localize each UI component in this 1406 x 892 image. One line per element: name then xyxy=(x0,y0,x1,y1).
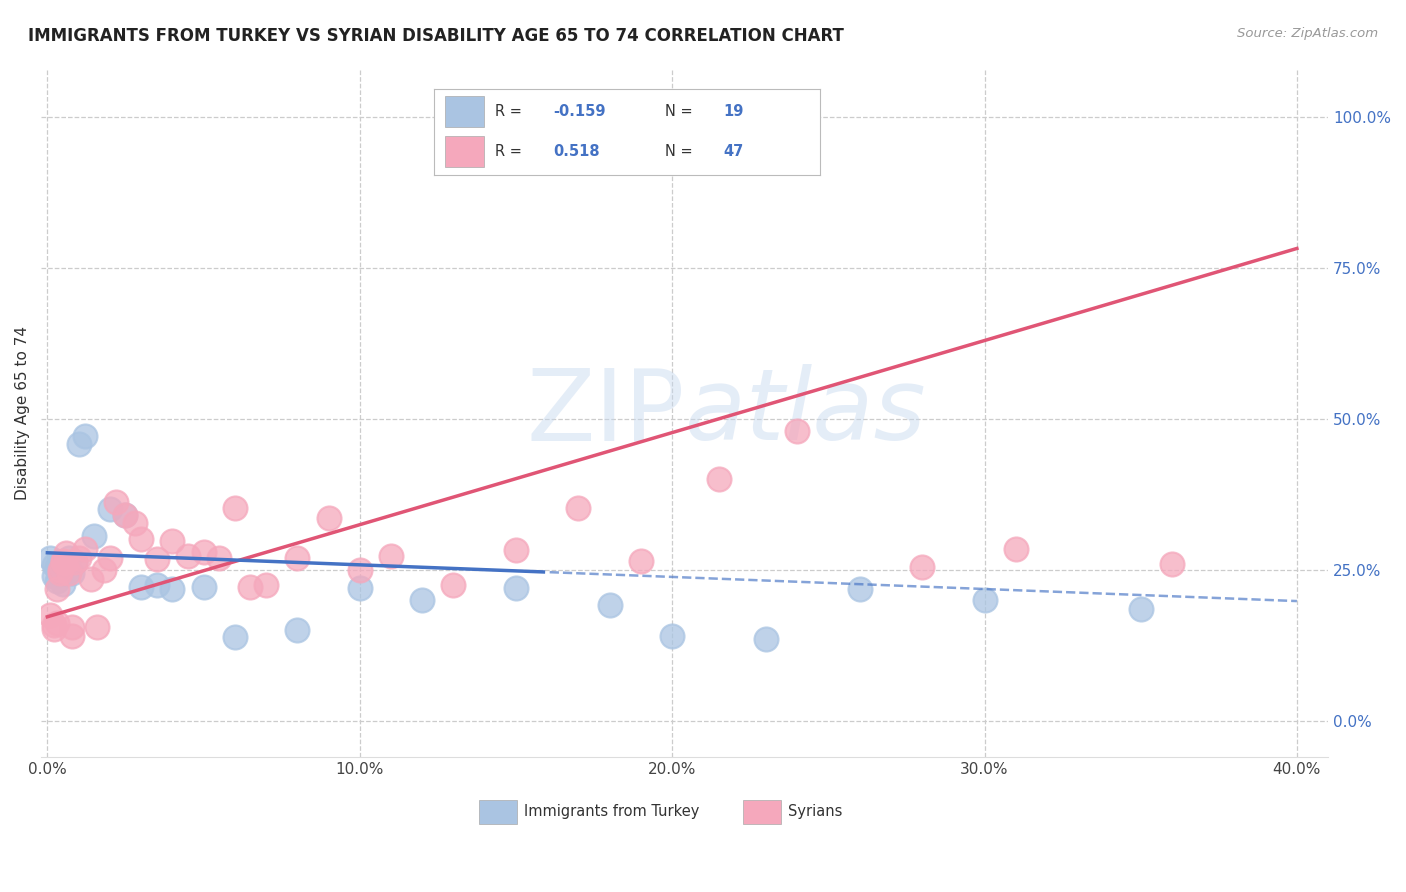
Point xyxy=(42,622,65,636)
Point xyxy=(42,568,65,582)
Point xyxy=(114,508,136,523)
Point xyxy=(786,424,808,438)
Point xyxy=(707,472,730,486)
Point xyxy=(193,580,215,594)
Point xyxy=(58,566,80,580)
Point xyxy=(145,551,167,566)
Point xyxy=(599,598,621,612)
Point xyxy=(86,620,108,634)
Point xyxy=(58,550,80,565)
Point xyxy=(239,580,262,594)
Point xyxy=(505,543,527,558)
Point xyxy=(80,572,103,586)
Point xyxy=(505,581,527,595)
Point xyxy=(349,563,371,577)
Point xyxy=(124,516,146,530)
Point xyxy=(58,564,80,578)
Point xyxy=(411,592,433,607)
Point xyxy=(60,629,83,643)
Point xyxy=(55,546,77,560)
Point xyxy=(67,550,90,565)
Point xyxy=(42,558,65,572)
Point xyxy=(49,564,72,578)
Point xyxy=(65,556,87,570)
Point xyxy=(1004,541,1026,556)
Point xyxy=(755,632,778,646)
Point xyxy=(177,549,200,564)
Point xyxy=(67,437,90,451)
Point xyxy=(911,559,934,574)
Text: IMMIGRANTS FROM TURKEY VS SYRIAN DISABILITY AGE 65 TO 74 CORRELATION CHART: IMMIGRANTS FROM TURKEY VS SYRIAN DISABIL… xyxy=(28,27,844,45)
Point xyxy=(224,630,246,644)
Point xyxy=(60,620,83,634)
Point xyxy=(93,563,115,577)
Point xyxy=(98,502,121,516)
Point xyxy=(39,607,62,622)
FancyBboxPatch shape xyxy=(478,799,517,823)
Point xyxy=(567,501,589,516)
Point xyxy=(285,550,308,565)
Point xyxy=(39,550,62,565)
Point xyxy=(55,563,77,577)
Text: Source: ZipAtlas.com: Source: ZipAtlas.com xyxy=(1237,27,1378,40)
Point xyxy=(73,541,96,556)
Text: Syrians: Syrians xyxy=(787,805,842,820)
Point xyxy=(145,578,167,592)
Point xyxy=(49,566,72,580)
Point xyxy=(973,592,995,607)
Point xyxy=(83,529,105,543)
Point xyxy=(208,550,231,565)
Point xyxy=(630,553,652,567)
Point xyxy=(318,511,340,525)
Point xyxy=(73,428,96,442)
FancyBboxPatch shape xyxy=(742,799,782,823)
Point xyxy=(49,563,72,577)
Point xyxy=(193,544,215,558)
Point xyxy=(45,574,67,588)
Point xyxy=(349,581,371,595)
Text: Immigrants from Turkey: Immigrants from Turkey xyxy=(524,805,699,820)
Point xyxy=(224,501,246,516)
Point xyxy=(380,549,402,564)
Point xyxy=(848,582,870,596)
Point xyxy=(129,533,152,547)
Point xyxy=(105,495,128,509)
Point xyxy=(60,566,83,580)
Point xyxy=(443,578,465,592)
Point xyxy=(129,580,152,594)
Point xyxy=(55,556,77,570)
Text: atlas: atlas xyxy=(685,364,927,461)
Point xyxy=(45,615,67,630)
Point xyxy=(162,533,184,548)
Point xyxy=(45,582,67,596)
Point xyxy=(254,578,277,592)
Point xyxy=(52,555,75,569)
Point xyxy=(52,553,75,567)
Point xyxy=(45,559,67,574)
Point xyxy=(55,557,77,571)
Point xyxy=(65,555,87,569)
Point xyxy=(52,576,75,591)
Point xyxy=(52,566,75,580)
Point xyxy=(49,556,72,570)
Point xyxy=(114,508,136,523)
Point xyxy=(98,550,121,565)
Y-axis label: Disability Age 65 to 74: Disability Age 65 to 74 xyxy=(15,326,30,500)
Point xyxy=(285,623,308,637)
Point xyxy=(162,582,184,596)
Point xyxy=(1161,557,1184,571)
Point xyxy=(42,618,65,632)
Point xyxy=(1129,602,1152,616)
Point xyxy=(661,629,683,643)
Text: ZIP: ZIP xyxy=(526,364,685,461)
